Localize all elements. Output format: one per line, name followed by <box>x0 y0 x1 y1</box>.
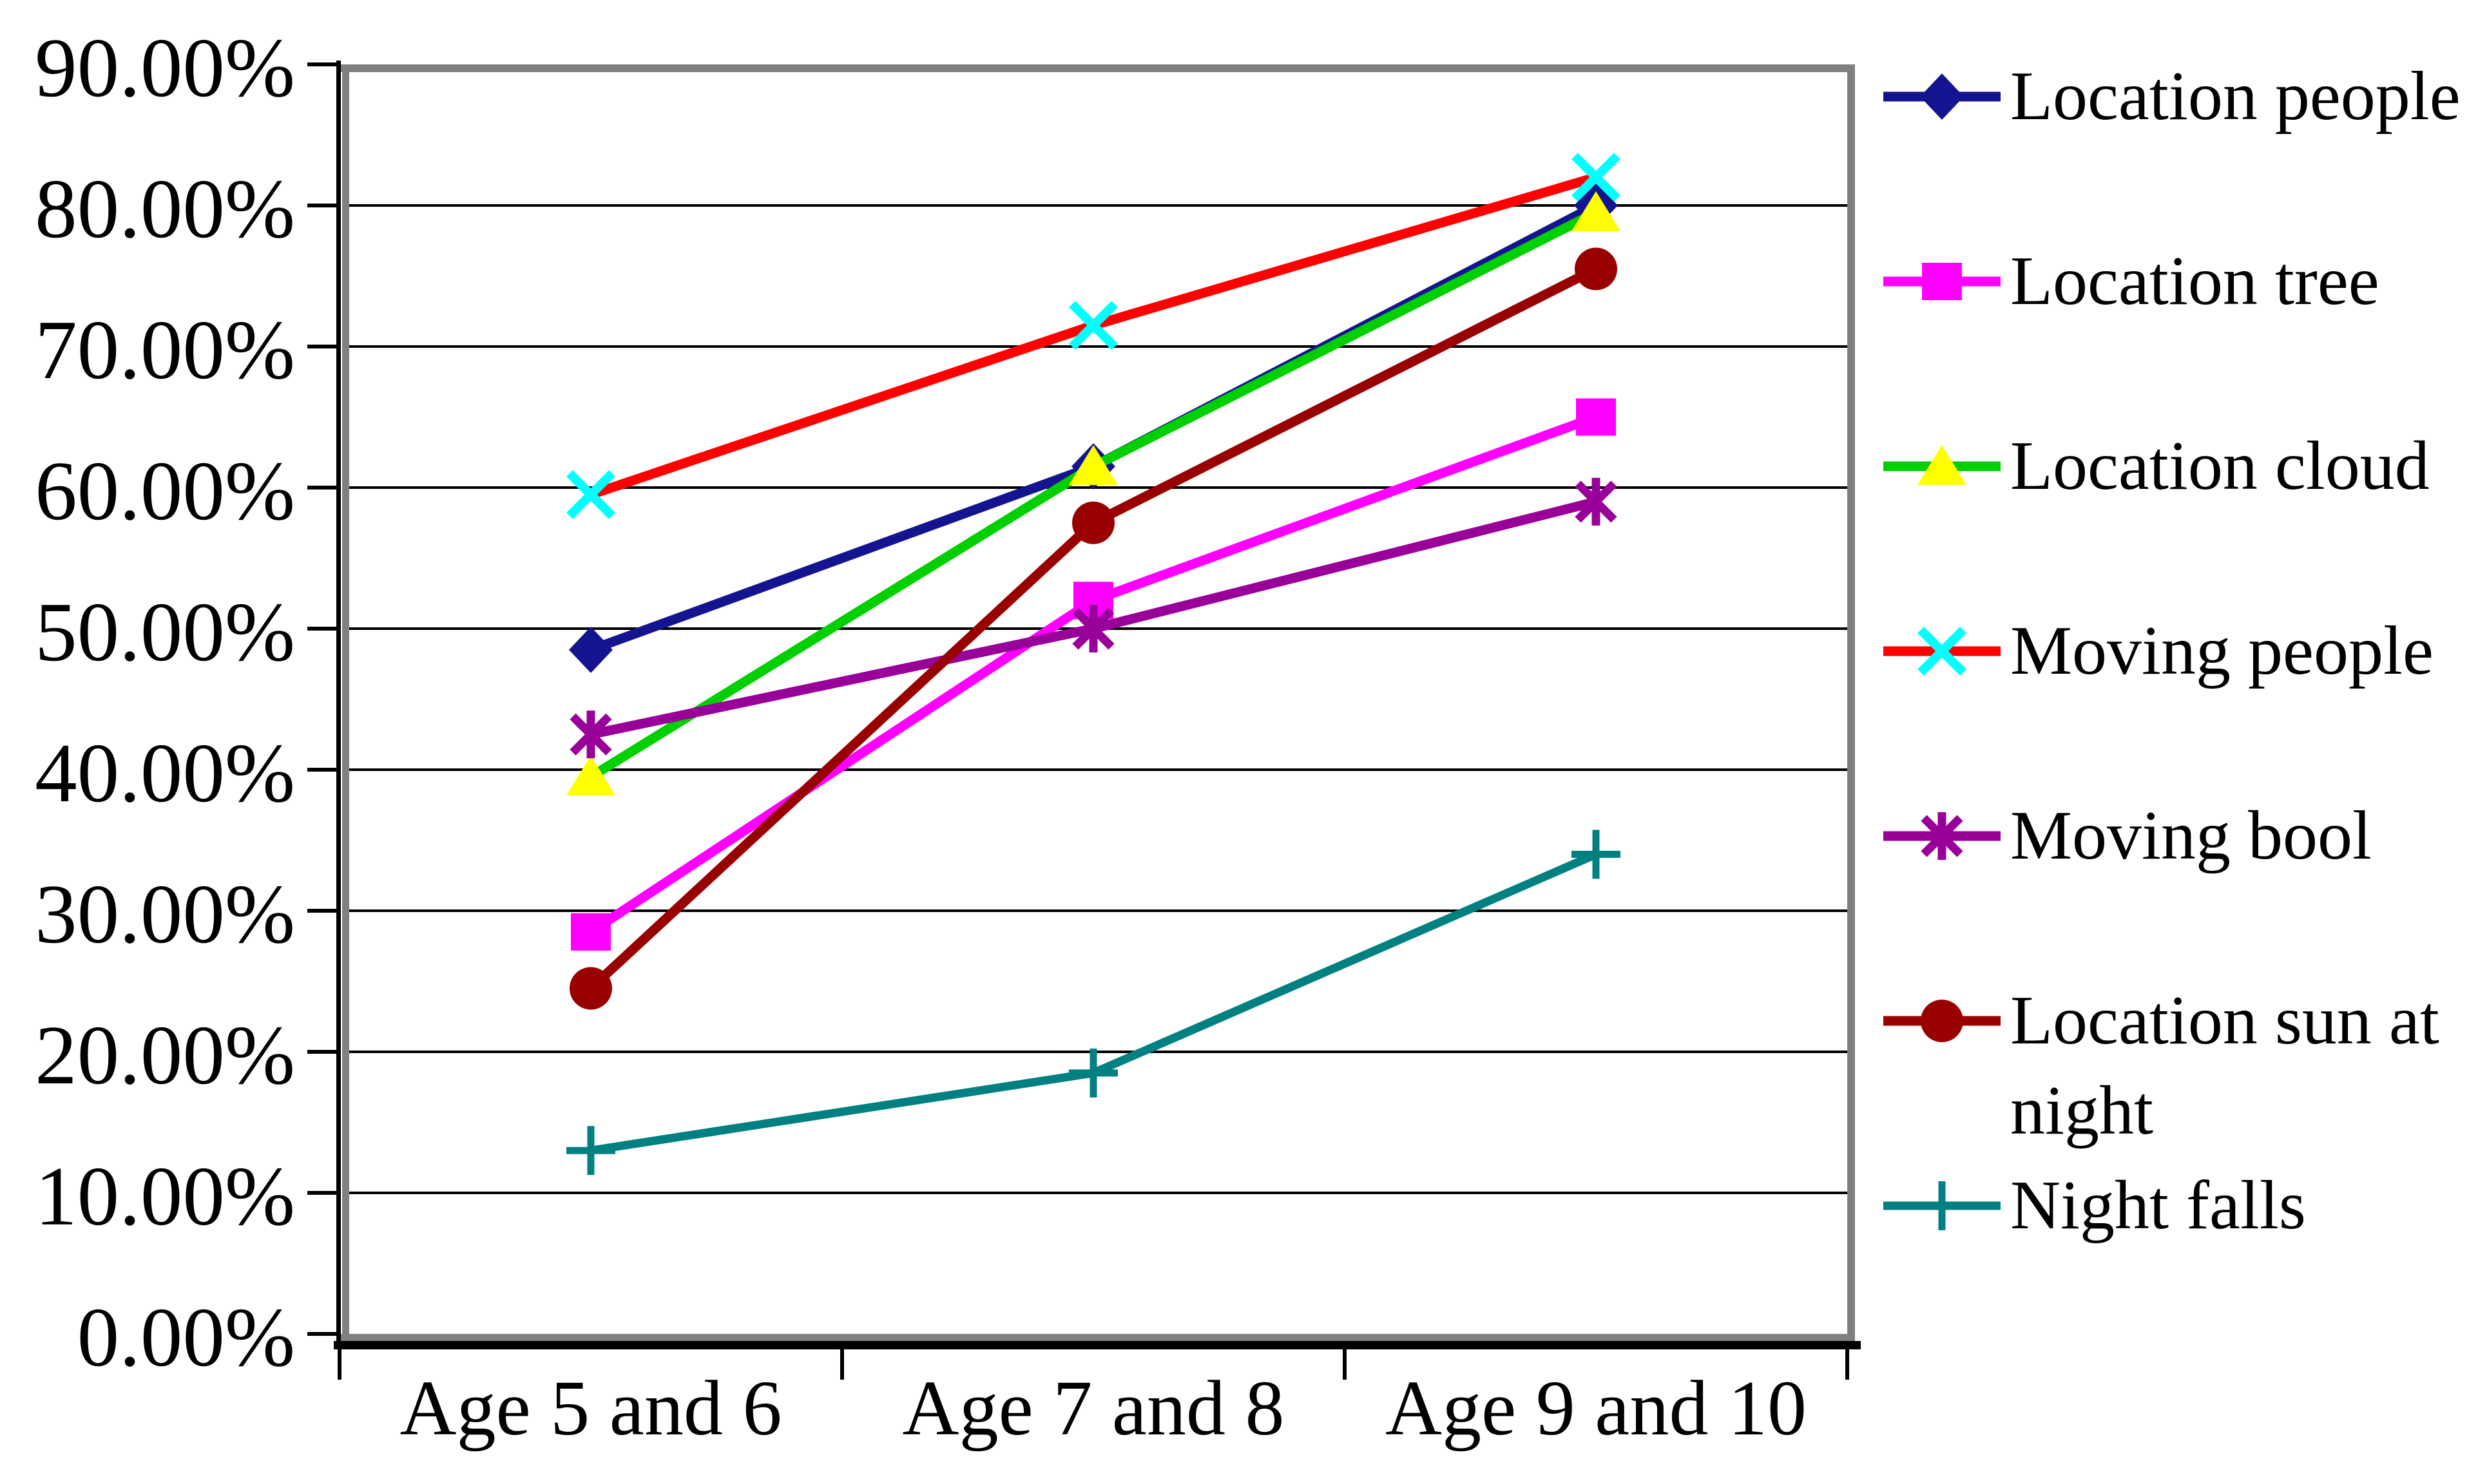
legend-label: Moving people <box>2010 613 2434 689</box>
series-night-falls <box>566 830 1620 1175</box>
x-tick <box>338 1341 341 1380</box>
data-point-moving-people-1 <box>1069 301 1118 350</box>
y-tick <box>307 768 337 772</box>
y-axis-label-20: 20.00% <box>35 1009 295 1102</box>
legend-marker-diamond-icon <box>1880 52 2004 142</box>
y-axis-line <box>336 61 341 1346</box>
series-location-cloud <box>566 191 1620 795</box>
y-axis-label-60: 60.00% <box>35 444 295 538</box>
data-point-moving-bool-1 <box>1072 605 1115 652</box>
data-point-moving-people-2 <box>1571 153 1620 202</box>
data-point-moving-bool-2 <box>1575 477 1617 526</box>
legend-item-location-people: Location people <box>1880 52 2478 142</box>
legend-marker-circle-icon <box>1880 976 2004 1066</box>
legend-marker-x-icon <box>1880 606 2004 696</box>
data-point-night-falls-2 <box>1571 830 1620 879</box>
series-location-sun-at-night <box>570 247 1617 1010</box>
x-axis-label-age-7-and-8: Age 7 and 8 <box>902 1365 1285 1452</box>
plot-border-top <box>340 64 1855 72</box>
y-axis-label-40: 40.00% <box>35 727 295 820</box>
series-location-tree <box>571 398 1616 951</box>
legend-item-moving-bool: Moving bool <box>1880 791 2478 881</box>
y-tick <box>307 345 337 348</box>
plot-border-left <box>342 64 349 1334</box>
data-point-location-cloud-1 <box>1069 445 1118 486</box>
y-tick <box>307 627 337 631</box>
legend-item-location-cloud: Location cloud <box>1880 421 2478 511</box>
series-moving-bool <box>570 477 1617 759</box>
data-point-moving-people-0 <box>566 470 615 519</box>
x-tick <box>840 1341 844 1380</box>
x-tick <box>1343 1341 1347 1380</box>
data-point-location-sun-at-night-2 <box>1575 247 1617 290</box>
legend-item-moving-people: Moving people <box>1880 606 2478 696</box>
y-axis-label-10: 10.00% <box>35 1150 295 1243</box>
legend-item-location-tree: Location tree <box>1880 236 2478 327</box>
data-point-location-cloud-0 <box>566 755 615 795</box>
y-tick <box>307 486 337 490</box>
series-moving-people <box>566 153 1620 519</box>
legend-marker-asterisk-icon <box>1880 791 2004 881</box>
legend-marker-plus-icon <box>1880 1161 2004 1251</box>
data-point-night-falls-1 <box>1069 1048 1118 1098</box>
plot-border-bottom <box>340 1334 1855 1342</box>
x-axis-label-age-9-and-10: Age 9 and 10 <box>1385 1365 1807 1452</box>
y-tick <box>307 1332 337 1336</box>
legend-label: Location people <box>2010 58 2461 135</box>
data-point-location-tree-2 <box>1576 398 1616 436</box>
data-point-location-sun-at-night-0 <box>570 967 612 1010</box>
legend-label: Location sun at night <box>2010 982 2439 1149</box>
data-point-location-sun-at-night-1 <box>1072 501 1115 544</box>
data-point-moving-bool-0 <box>570 710 612 759</box>
y-axis-label-90: 90.00% <box>35 21 295 115</box>
y-axis-label-80: 80.00% <box>35 162 295 256</box>
legend-label: Night falls <box>2010 1167 2306 1244</box>
legend-label: Moving bool <box>2010 797 2372 874</box>
y-axis-label-70: 70.00% <box>35 303 295 397</box>
y-tick <box>307 909 337 913</box>
x-tick <box>1845 1341 1849 1380</box>
x-axis-label-age-5-and-6: Age 5 and 6 <box>399 1365 782 1452</box>
legend-marker-triangle-icon <box>1880 421 2004 511</box>
plot-border-right <box>1847 64 1855 1342</box>
y-axis-label-0: 0.00% <box>77 1291 295 1384</box>
y-axis-label-50: 50.00% <box>35 585 295 679</box>
data-point-location-people-0 <box>569 626 613 673</box>
y-tick <box>307 62 337 66</box>
legend-item-location-sun-at-night: Location sun at night <box>1880 976 2478 1156</box>
y-axis-label-30: 30.00% <box>35 868 295 961</box>
legend-marker-square-icon <box>1880 236 2004 327</box>
legend-label: Location cloud <box>2010 428 2430 504</box>
legend-label: Location tree <box>2010 243 2379 319</box>
x-axis-line <box>334 1341 1861 1349</box>
data-point-night-falls-0 <box>566 1126 615 1175</box>
y-tick <box>307 204 337 207</box>
legend-item-night-falls: Night falls <box>1880 1161 2478 1251</box>
data-point-location-cloud-2 <box>1571 191 1620 231</box>
y-tick <box>307 1191 337 1195</box>
data-point-location-tree-0 <box>571 913 611 951</box>
y-tick <box>307 1050 337 1054</box>
